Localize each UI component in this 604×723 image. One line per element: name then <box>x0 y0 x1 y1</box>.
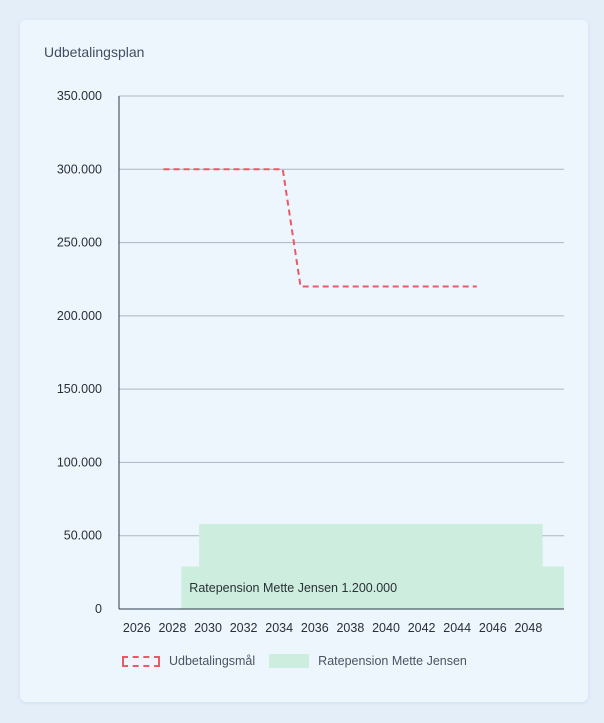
target-line <box>163 168 477 288</box>
legend-item-area[interactable]: Ratepension Mette Jensen <box>269 654 467 668</box>
legend-label-area: Ratepension Mette Jensen <box>318 654 467 668</box>
y-tick-label: 250.000 <box>57 236 102 250</box>
x-tick-label: 2036 <box>301 621 329 635</box>
x-tick-label: 2046 <box>479 621 507 635</box>
legend-label-target: Udbetalingsmål <box>169 654 256 668</box>
gridlines <box>119 95 564 537</box>
y-tick-label: 350.000 <box>57 89 102 103</box>
x-tick-label: 2032 <box>230 621 258 635</box>
x-tick-label: 2034 <box>265 621 293 635</box>
x-tick-label: 2042 <box>408 621 436 635</box>
y-tick-label: 50.000 <box>64 529 102 543</box>
legend-swatch-dashed <box>122 655 160 667</box>
x-tick-label: 2038 <box>336 621 364 635</box>
pension-area <box>181 523 565 609</box>
target-line-group <box>163 168 477 288</box>
pension-area-shape <box>181 523 565 609</box>
y-tick-label: 300.000 <box>57 162 102 176</box>
y-tick-labels: 0 50.000 100.000 150.000 200.000 250.000 300.0… <box>57 89 102 616</box>
y-tick-label: 150.000 <box>57 382 102 396</box>
area-annotation: Ratepension Mette Jensen 1.200.000 <box>189 581 397 595</box>
y-tick-label: 100.000 <box>57 455 102 469</box>
chart-card: Udbetalingsplan Ratepension Mette Jensen… <box>20 20 588 702</box>
x-tick-label: 2028 <box>158 621 186 635</box>
x-tick-label: 2048 <box>514 621 542 635</box>
y-tick-label: 200.000 <box>57 309 102 323</box>
x-tick-labels: 2026 2028 2030 2032 2034 2036 2038 2040 2042 2044… <box>123 621 542 635</box>
legend-item-target[interactable]: Udbetalingsmål <box>122 654 255 668</box>
chart-title: Udbetalingsplan <box>44 44 145 60</box>
payout-chart: Ratepension Mette Jensen 1.200.000 0 50.0… <box>57 89 565 635</box>
x-tick-label: 2030 <box>194 621 222 635</box>
legend-swatch-fill <box>269 654 310 668</box>
y-tick-label: 0 <box>95 602 102 616</box>
legend: Udbetalingsmål Ratepension Mette Jensen <box>122 654 481 668</box>
axes <box>118 96 564 610</box>
x-tick-label: 2040 <box>372 621 400 635</box>
x-tick-label: 2026 <box>123 621 151 635</box>
x-tick-label: 2044 <box>443 621 471 635</box>
